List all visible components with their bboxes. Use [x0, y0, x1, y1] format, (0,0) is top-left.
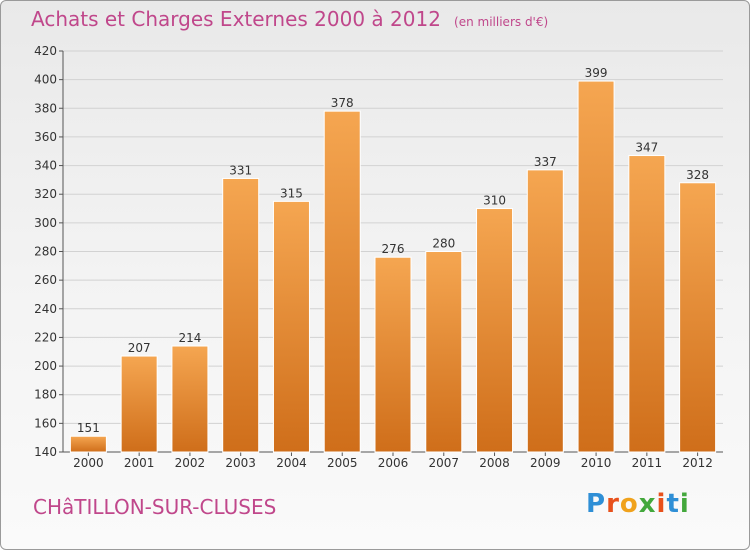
x-tick-label: 2010: [581, 456, 612, 470]
x-tick-label: 2002: [175, 456, 206, 470]
y-tick-label: 400: [34, 73, 57, 87]
proxiti-logo[interactable]: Proxiti: [586, 489, 690, 519]
bar-2011: [628, 155, 666, 453]
x-tick-label: 2012: [682, 456, 713, 470]
y-tick-label: 160: [34, 416, 57, 430]
y-tick-label: 340: [34, 159, 57, 173]
x-tick-label: 2004: [276, 456, 307, 470]
value-label-2007: 280: [432, 237, 455, 251]
value-label-2010: 399: [585, 66, 608, 80]
y-tick-label: 240: [34, 302, 57, 316]
bar-2007: [425, 251, 463, 453]
bar-2009: [526, 169, 564, 453]
bar-2008: [476, 208, 514, 453]
x-tick-label: 2006: [378, 456, 409, 470]
y-tick-label: 200: [34, 359, 57, 373]
y-tick-label: 280: [34, 245, 57, 259]
value-label-2000: 151: [77, 421, 100, 435]
value-label-2001: 207: [128, 341, 151, 355]
x-tick-label: 2005: [327, 456, 358, 470]
bar-2002: [171, 345, 209, 453]
bar-2012: [679, 182, 717, 453]
value-label-2005: 378: [331, 96, 354, 110]
value-label-2006: 276: [382, 242, 405, 256]
y-tick-label: 260: [34, 273, 57, 287]
logo-letter: t: [666, 489, 680, 519]
bar-2003: [222, 177, 260, 453]
x-tick-label: 2003: [225, 456, 256, 470]
bar-2004: [272, 200, 310, 453]
y-tick-label: 360: [34, 130, 57, 144]
x-tick-label: 2011: [632, 456, 663, 470]
y-tick-label: 300: [34, 216, 57, 230]
bar-2010: [577, 80, 615, 453]
labels: 2000 151 2001 207 2002 214 2003 331 2004 315 2005 3…: [73, 66, 713, 470]
bar-2005: [323, 110, 361, 453]
bar-2001: [120, 355, 158, 453]
logo-letter: x: [638, 489, 657, 519]
x-tick-label: 2001: [124, 456, 155, 470]
chart-title-main: Achats et Charges Externes 2000 à 2012: [31, 7, 441, 31]
x-tick-label: 2009: [530, 456, 561, 470]
y-tick-label: 140: [34, 445, 57, 459]
x-tick-label: 2007: [428, 456, 459, 470]
commune-name: CHâTILLON-SUR-CLUSES: [33, 495, 277, 519]
y-tick-label: 320: [34, 187, 57, 201]
y-tick-label: 180: [34, 388, 57, 402]
value-label-2011: 347: [635, 141, 658, 155]
logo-letter: i: [656, 489, 667, 519]
logo-letter: i: [679, 489, 690, 519]
bars: [69, 80, 717, 453]
value-label-2012: 328: [686, 168, 709, 182]
y-tick-label: 220: [34, 330, 57, 344]
bar-2006: [374, 256, 412, 453]
logo-letter: o: [619, 489, 639, 519]
chart-title: Achats et Charges Externes 2000 à 2012 (…: [31, 7, 548, 31]
value-label-2009: 337: [534, 155, 557, 169]
bar-2000: [69, 435, 107, 453]
logo-letter: r: [606, 489, 620, 519]
y-tick-label: 380: [34, 101, 57, 115]
x-tick-label: 2000: [73, 456, 104, 470]
chart-title-unit: (en milliers d'€): [454, 15, 549, 29]
value-label-2004: 315: [280, 186, 303, 200]
value-label-2003: 331: [229, 163, 252, 177]
y-tick-label: 420: [34, 44, 57, 58]
value-label-2008: 310: [483, 194, 506, 208]
value-label-2002: 214: [178, 331, 201, 345]
logo-letter: P: [586, 489, 607, 519]
x-tick-label: 2008: [479, 456, 510, 470]
